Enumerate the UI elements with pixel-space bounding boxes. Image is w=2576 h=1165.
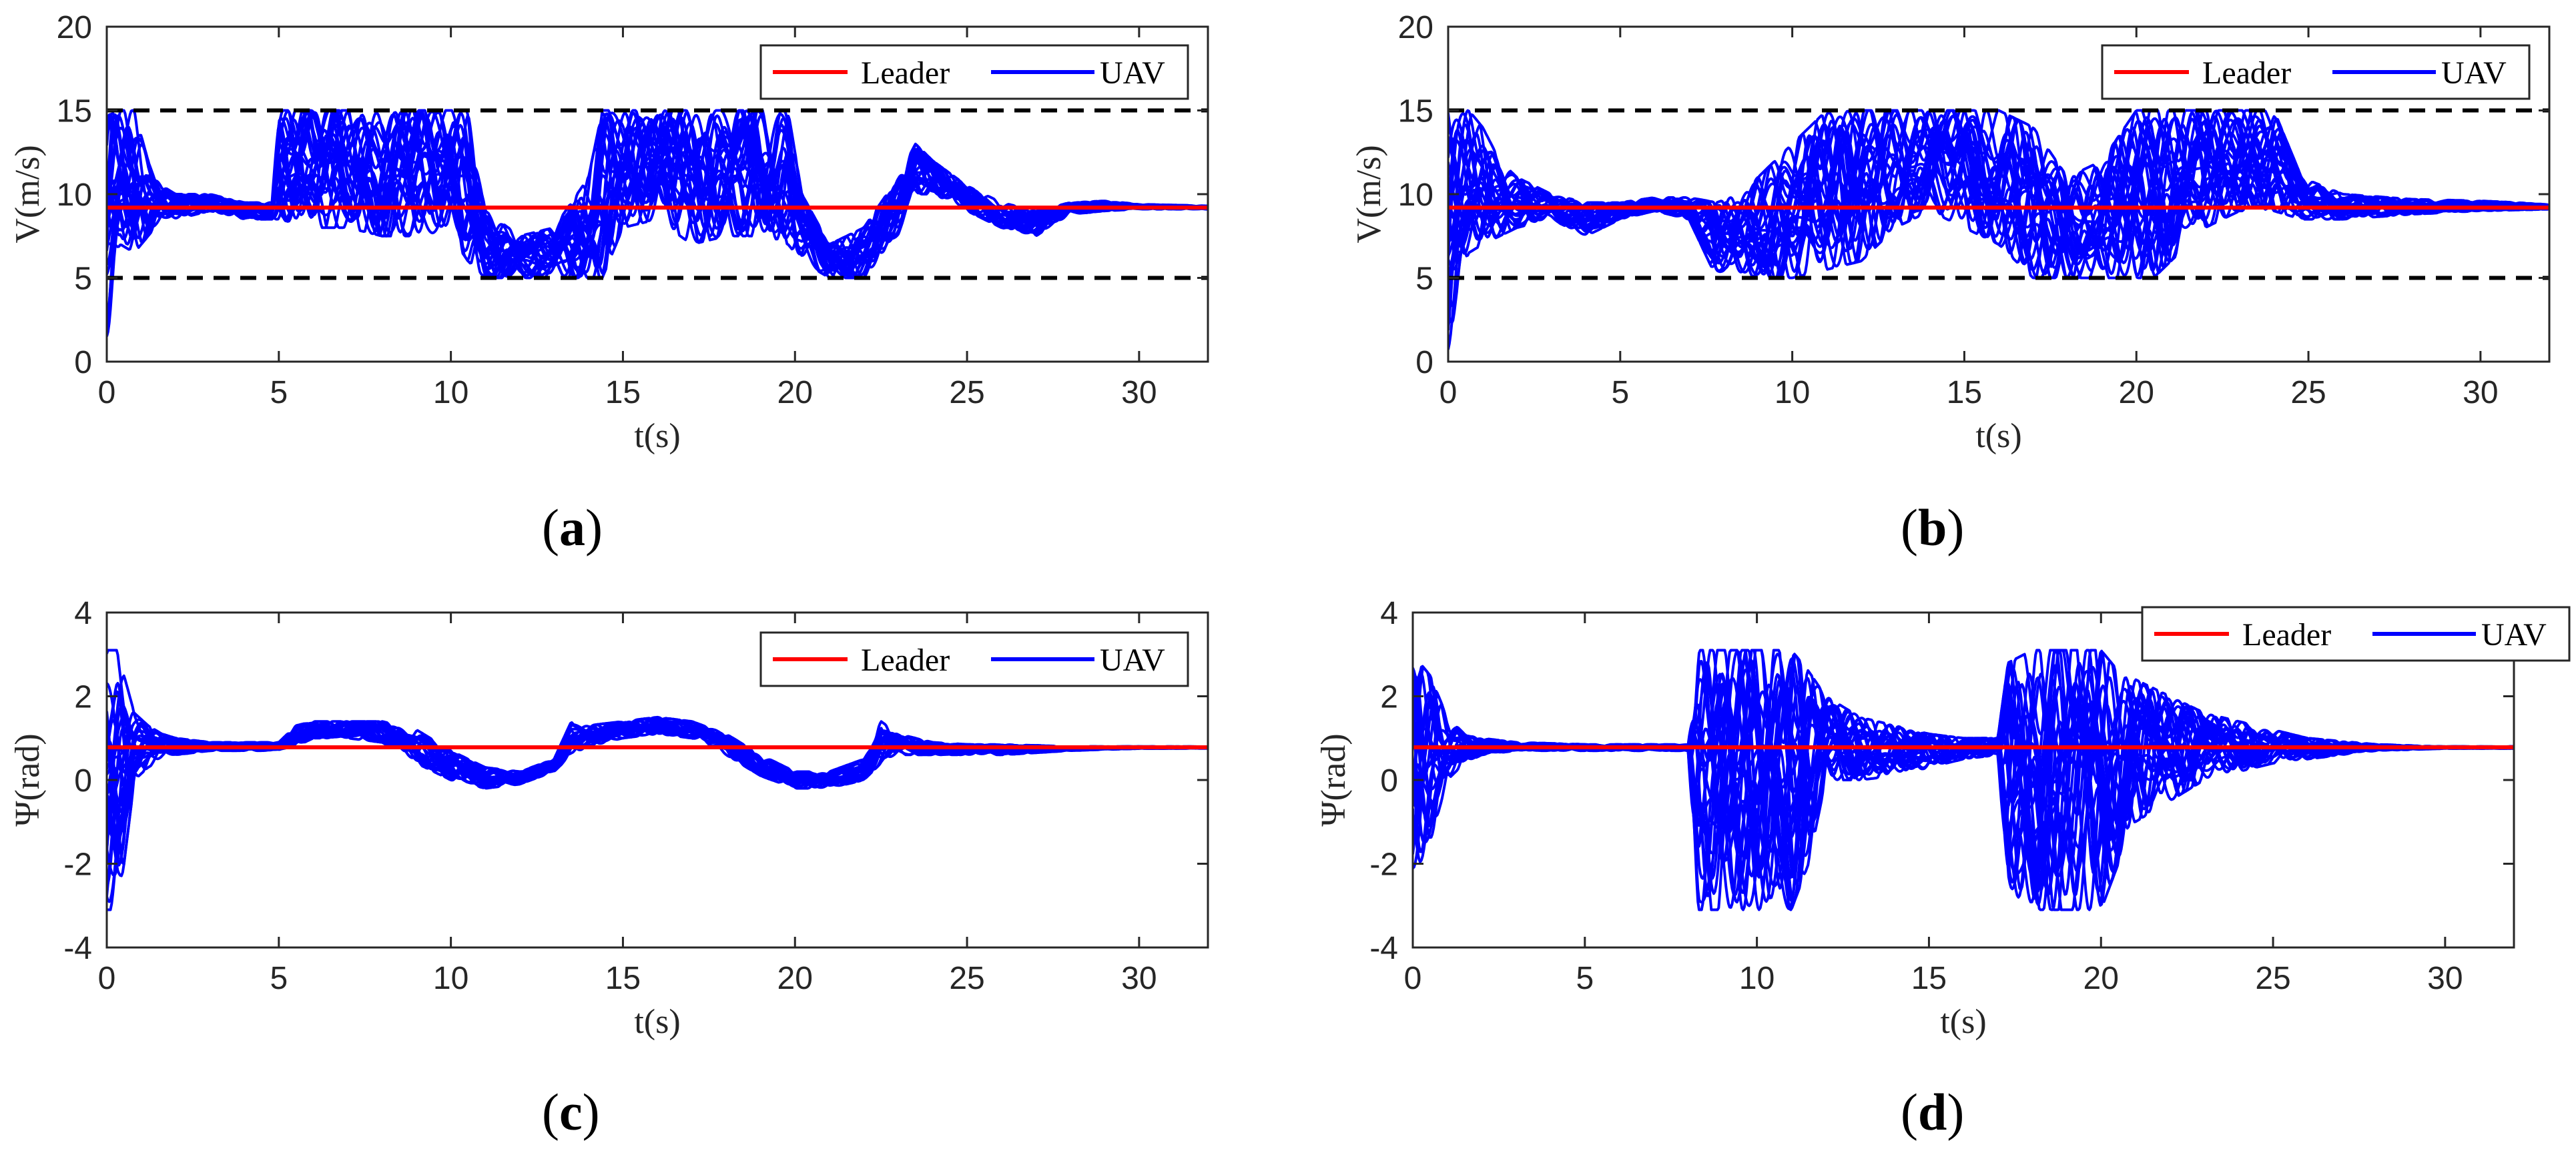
legend-label-uav: UAV [1100, 643, 1165, 678]
x-tick-label: 20 [2083, 961, 2119, 996]
y-tick-label: 2 [1380, 680, 1398, 715]
x-tick-label: 20 [2119, 375, 2154, 410]
legend-label-leader: Leader [2242, 617, 2331, 653]
y-tick-label: 0 [74, 345, 92, 380]
y-axis-label: V(m/s) [1350, 145, 1388, 243]
uav-trajectory [1448, 109, 2549, 326]
x-tick-label: 0 [1404, 961, 1422, 996]
y-tick-label: -4 [1369, 931, 1398, 966]
uav-trajectory [107, 113, 1208, 280]
chart-panel-d: 0 5 10 15 20 25 30 -4 -2 0 2 4 t(s) Ψ(rad) Leader UAV [1315, 596, 2571, 1041]
x-tick-label: 15 [1911, 961, 1947, 996]
y-tick-label: -4 [63, 931, 92, 966]
legend-label-uav: UAV [2481, 617, 2547, 653]
y-tick-label: 10 [1398, 177, 1433, 213]
x-axis-label: t(s) [1975, 417, 2021, 455]
y-axis-label: Ψ(rad) [9, 733, 47, 826]
x-axis-label: t(s) [1940, 1003, 1986, 1041]
y-tick-label: 0 [1380, 763, 1398, 799]
legend-label-uav: UAV [2441, 55, 2507, 91]
caption-d-letter: d [1917, 1083, 1947, 1141]
legend: Leader UAV [2101, 44, 2531, 100]
legend: Leader UAV [759, 44, 1189, 100]
caption-b-letter: b [1917, 498, 1947, 556]
x-tick-label: 30 [2427, 961, 2463, 996]
y-tick-label: 5 [1415, 262, 1433, 297]
caption-c: (c) [542, 1083, 600, 1141]
x-tick-label: 10 [433, 961, 468, 996]
y-tick-label: -2 [1369, 847, 1398, 883]
x-tick-label: 20 [777, 375, 813, 410]
y-tick-label: 15 [57, 94, 92, 129]
y-tick-label: 0 [1415, 345, 1433, 380]
y-tick-label: 15 [1398, 94, 1433, 129]
x-tick-label: 0 [1439, 375, 1458, 410]
y-tick-label: 0 [74, 763, 92, 799]
caption-b: (b) [1901, 498, 1965, 556]
chart-panel-c: 0 5 10 15 20 25 30 -4 -2 0 2 4 t(s) Ψ(rad) Leader UAV [9, 596, 1209, 1041]
x-axis-label: t(s) [634, 1003, 680, 1041]
uav-trajectory [1448, 114, 2549, 274]
x-tick-label: 20 [777, 961, 813, 996]
x-tick-label: 5 [270, 961, 288, 996]
x-tick-label: 30 [1121, 961, 1157, 996]
x-tick-label: 5 [270, 375, 288, 410]
x-tick-label: 15 [605, 961, 641, 996]
y-tick-label: 4 [74, 596, 92, 631]
x-tick-label: 25 [2290, 375, 2326, 410]
x-tick-label: 15 [605, 375, 641, 410]
y-tick-label: 4 [1380, 596, 1398, 631]
x-axis-label: t(s) [634, 417, 680, 455]
y-tick-label: -2 [63, 847, 92, 883]
y-tick-label: 2 [74, 680, 92, 715]
plot-area [1413, 613, 2514, 947]
x-tick-label: 15 [1947, 375, 1982, 410]
legend-label-leader: Leader [861, 643, 950, 678]
caption-c-letter: c [559, 1083, 583, 1141]
y-tick-label: 5 [74, 262, 92, 297]
uav-series-a [107, 109, 1208, 337]
x-tick-label: 25 [949, 961, 984, 996]
x-tick-label: 30 [1121, 375, 1157, 410]
x-tick-label: 0 [98, 961, 116, 996]
legend-label-leader: Leader [861, 55, 950, 91]
x-tick-label: 30 [2463, 375, 2498, 410]
chart-panel-b: 0 5 10 15 20 25 30 0 5 10 15 20 t(s) V(m/s) Leader UAV [1350, 10, 2551, 455]
legend-label-leader: Leader [2202, 55, 2291, 91]
x-tick-label: 10 [1775, 375, 1810, 410]
x-tick-label: 5 [1576, 961, 1594, 996]
legend-label-uav: UAV [1100, 55, 1165, 91]
x-tick-label: 0 [98, 375, 116, 410]
y-axis-label: V(m/s) [9, 145, 47, 243]
caption-d: (d) [1901, 1083, 1965, 1141]
y-tick-label: 20 [1398, 10, 1433, 45]
chart-panel-a: 0 5 10 15 20 25 30 0 5 10 15 20 t(s) V(m/s) Leader UAV [9, 10, 1209, 455]
legend: Leader UAV [759, 631, 1189, 687]
y-axis-label: Ψ(rad) [1315, 733, 1353, 826]
caption-a: (a) [542, 498, 603, 556]
caption-a-letter: a [559, 498, 585, 556]
x-tick-label: 25 [949, 375, 984, 410]
x-tick-label: 10 [1739, 961, 1775, 996]
y-tick-label: 10 [57, 177, 92, 213]
x-tick-label: 5 [1611, 375, 1629, 410]
legend: Leader UAV [2141, 606, 2571, 662]
x-tick-label: 10 [433, 375, 468, 410]
x-tick-label: 25 [2255, 961, 2290, 996]
y-tick-label: 20 [57, 10, 92, 45]
